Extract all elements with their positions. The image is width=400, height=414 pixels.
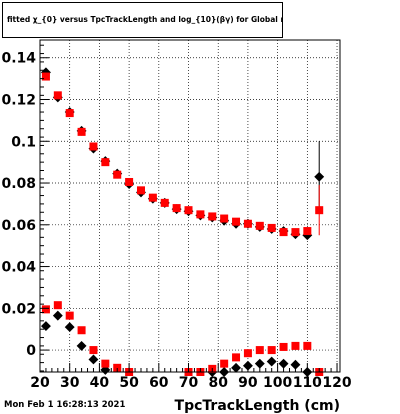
data-point <box>196 210 205 219</box>
data-point <box>243 219 252 228</box>
data-point <box>267 346 276 355</box>
data-point <box>53 301 62 310</box>
y-tick-label: 0.04 <box>1 260 36 276</box>
x-tick-label: 110 <box>293 375 322 391</box>
x-tick-label: 80 <box>208 375 228 391</box>
data-point <box>267 223 276 232</box>
data-point <box>88 354 99 365</box>
x-tick-label: 100 <box>263 375 292 391</box>
x-tick-labels: 20 30 40 50 60 70 80 90 100 110 120 <box>30 375 352 391</box>
y-tick-label: 0.08 <box>1 176 36 192</box>
data-point <box>136 186 145 195</box>
data-point <box>220 359 229 368</box>
grid <box>40 40 340 372</box>
data-point <box>184 206 193 215</box>
data-point <box>279 228 288 237</box>
plot-frame <box>39 39 341 373</box>
x-tick-label: 20 <box>30 375 50 391</box>
data-point <box>315 206 324 215</box>
data-point <box>172 204 181 213</box>
data-point <box>77 127 86 136</box>
data-point <box>291 228 300 237</box>
data-point <box>278 358 289 369</box>
data-point <box>243 349 252 358</box>
data-point <box>232 217 241 226</box>
x-tick-label: 50 <box>119 375 139 391</box>
data-point <box>52 310 63 321</box>
data-point <box>220 214 229 223</box>
axis-ticks <box>39 44 338 372</box>
data-point <box>125 177 134 186</box>
y-tick-label: 0.12 <box>1 93 36 109</box>
data-point <box>208 212 217 221</box>
data-point <box>41 305 50 314</box>
data-point <box>314 171 325 182</box>
data-point <box>303 227 312 236</box>
y-tick-labels: 0 0.02 0.04 0.06 0.08 0.1 0.12 0.14 <box>1 51 36 359</box>
data-point <box>76 340 87 351</box>
data-point <box>77 326 86 335</box>
data-points <box>40 67 325 377</box>
data-point <box>41 72 50 81</box>
chart-title: fitted χ_{0} versus TpcTrackLength and l… <box>7 15 283 24</box>
data-point <box>290 359 301 370</box>
data-point <box>160 198 169 207</box>
timestamp: Mon Feb 1 16:28:13 2021 <box>4 400 126 410</box>
data-point <box>113 170 122 179</box>
data-point <box>64 322 75 333</box>
x-tick-label: 60 <box>149 375 169 391</box>
x-tick-label: 70 <box>179 375 199 391</box>
y-tick-label: 0.02 <box>1 301 36 317</box>
data-point <box>89 346 98 355</box>
data-point <box>101 158 110 167</box>
data-point <box>291 341 300 350</box>
data-point <box>65 109 74 118</box>
data-point <box>303 341 312 350</box>
data-point <box>254 358 265 369</box>
title-box: fitted χ_{0} versus TpcTrackLength and l… <box>2 2 283 38</box>
data-point <box>231 362 241 373</box>
y-tick-label: 0 <box>26 343 36 359</box>
x-tick-label: 30 <box>60 375 80 391</box>
x-tick-label: 120 <box>322 375 351 391</box>
data-point <box>255 221 264 230</box>
y-tick-label: 0.1 <box>11 134 36 150</box>
data-point <box>232 353 241 362</box>
data-point <box>255 346 264 355</box>
y-tick-label: 0.14 <box>1 51 36 67</box>
data-point <box>113 363 122 372</box>
y-tick-label: 0.06 <box>1 218 36 234</box>
x-tick-label: 90 <box>238 375 258 391</box>
data-point <box>266 356 277 367</box>
data-point <box>89 142 98 151</box>
data-point <box>53 91 62 100</box>
data-point <box>148 193 157 202</box>
data-point <box>65 311 74 320</box>
data-point <box>101 359 110 368</box>
x-tick-label: 40 <box>90 375 110 391</box>
x-axis-label: TpcTrackLength (cm) <box>175 398 340 414</box>
data-point <box>279 342 288 351</box>
